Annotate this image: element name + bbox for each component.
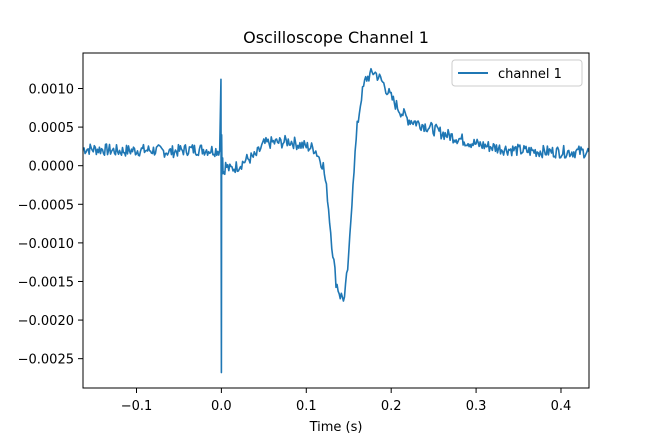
chart-title: Oscilloscope Channel 1 (243, 28, 429, 47)
y-tick-label: 0.0000 (29, 160, 75, 175)
y-tick-label: 0.0005 (29, 121, 75, 136)
plot-area (82, 52, 590, 389)
y-tick-label: −0.0015 (18, 275, 74, 290)
y-tick-label: −0.0010 (18, 237, 74, 252)
legend-box (451, 59, 583, 87)
y-tick-label: 0.0010 (29, 83, 75, 98)
y-tick-label: −0.0025 (18, 353, 74, 368)
x-axis-label: Time (s) (309, 420, 363, 435)
x-tick-label: 0.4 (551, 399, 572, 414)
y-axis: 0.0010 0.0005 0.0000 −0.0005 −0.0010 −0.0015 −… (18, 83, 83, 368)
legend-label-channel-1: channel 1 (498, 67, 562, 82)
x-tick-label: 0.2 (381, 399, 402, 414)
x-axis: −0.1 0.0 0.1 0.2 0.3 0.4 (121, 388, 572, 414)
x-tick-label: −0.1 (121, 399, 153, 414)
y-tick-label: −0.0005 (18, 198, 74, 213)
y-tick-label: −0.0020 (18, 314, 74, 329)
x-tick-label: 0.3 (466, 399, 487, 414)
legend: channel 1 (451, 59, 583, 87)
axes-frame (82, 52, 590, 389)
x-tick-label: 0.1 (296, 399, 317, 414)
series-line-channel-1 (83, 67, 589, 374)
x-tick-label: 0.0 (211, 399, 232, 414)
